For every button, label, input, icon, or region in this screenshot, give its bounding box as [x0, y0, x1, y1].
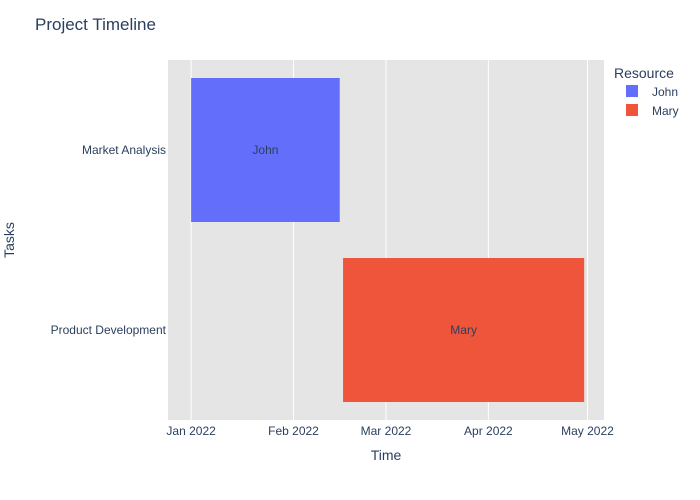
x-tick-label: Mar 2022	[361, 424, 412, 438]
x-tick-label: Jan 2022	[166, 424, 216, 438]
bars: John Mary	[191, 78, 585, 402]
legend-swatch	[626, 85, 638, 97]
legend-title: Resource	[614, 65, 674, 81]
x-tick-label: Feb 2022	[268, 424, 319, 438]
task-bar	[191, 78, 340, 222]
chart-title: Project Timeline	[35, 15, 156, 34]
x-axis-ticks: Jan 2022 Feb 2022 Mar 2022 Apr 2022 May 2022	[166, 424, 614, 438]
y-tick-label: Market Analysis	[82, 143, 166, 157]
y-axis-title: Tasks	[1, 222, 17, 258]
legend-label: John	[652, 85, 678, 99]
y-axis-ticks: Market Analysis Product Development	[51, 143, 167, 337]
bar-label: Mary	[450, 323, 477, 337]
legend: Resource John Mary	[614, 65, 679, 118]
bar-label: John	[252, 143, 278, 157]
x-tick-label: Apr 2022	[464, 424, 513, 438]
y-tick-label: Product Development	[51, 323, 167, 337]
legend-label: Mary	[652, 104, 679, 118]
legend-swatch	[626, 104, 638, 116]
x-axis-title: Time	[371, 447, 402, 463]
x-tick-label: May 2022	[561, 424, 614, 438]
task-bar	[343, 258, 585, 402]
